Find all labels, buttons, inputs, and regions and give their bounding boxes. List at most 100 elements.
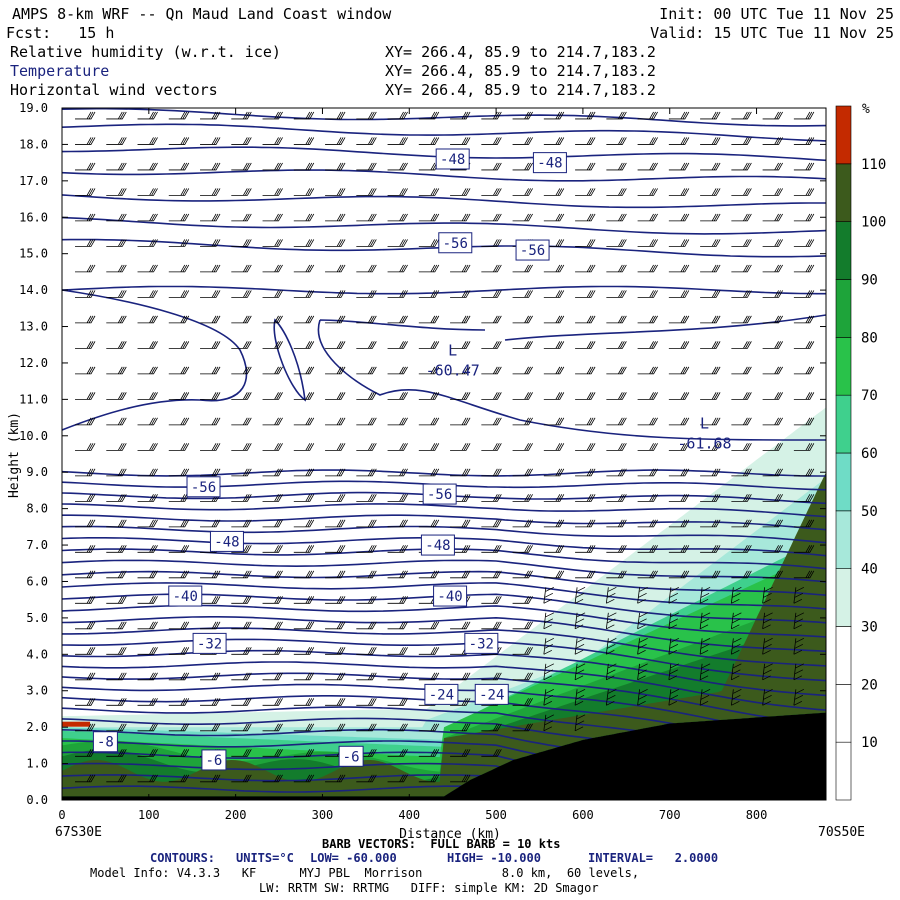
wind-barb [418, 443, 440, 451]
wind-barb [481, 264, 502, 273]
wind-barb [575, 290, 596, 298]
y-tick-label: 6.0 [26, 574, 48, 588]
wind-barb [450, 723, 471, 732]
wind-barb [543, 570, 565, 579]
wind-barb [262, 723, 283, 732]
wind-barb [574, 663, 586, 681]
wind-barb [262, 468, 283, 477]
colorbar-swatch [835, 741, 852, 801]
wind-barb [543, 443, 565, 451]
wind-barb [793, 443, 815, 451]
wind-barb [418, 723, 440, 732]
wind-barb [106, 264, 127, 273]
wind-barb [637, 341, 658, 349]
wind-barb [575, 519, 596, 528]
wind-barb [668, 290, 690, 298]
wind-barb [387, 392, 408, 400]
wind-barb [762, 366, 783, 375]
wind-barb [106, 774, 127, 783]
wind-barb [168, 698, 190, 706]
wind-barb [512, 111, 533, 120]
wind-barb [731, 417, 752, 426]
temp-label-box [92, 731, 118, 753]
wind-barb [668, 637, 680, 655]
wind-barb [387, 366, 408, 375]
wind-barb [481, 162, 502, 171]
temp-label-box [474, 683, 509, 705]
y-tick-label: 2.0 [26, 720, 48, 734]
temp-label-box [464, 632, 499, 654]
temp-label-box [422, 483, 457, 505]
wind-barb [387, 468, 408, 477]
wind-barb [731, 162, 752, 171]
wind-barb [106, 596, 127, 604]
wind-barb [293, 621, 315, 630]
wind-barb [231, 392, 252, 400]
wind-barb [575, 137, 596, 145]
wind-barb [293, 698, 315, 706]
low-value: -60.47 [426, 362, 480, 380]
wind-barb [668, 612, 680, 630]
wind-barb [137, 570, 158, 579]
wind-barb [325, 519, 346, 528]
wind-barb [200, 519, 221, 528]
wind-barb [387, 213, 408, 222]
wind-barb [418, 774, 440, 783]
wind-barb [106, 443, 127, 451]
wind-barb [668, 341, 690, 349]
wind-barb [387, 239, 408, 247]
wind-barb [325, 774, 346, 783]
wind-barb [762, 663, 773, 681]
wind-barb [637, 392, 658, 400]
wind-barb [731, 392, 752, 400]
wind-barb [418, 519, 440, 528]
wind-barb [574, 637, 586, 655]
temp-label-box [338, 745, 364, 767]
wind-barb [231, 698, 252, 706]
wind-barb [450, 213, 471, 222]
wind-barb [793, 315, 815, 324]
wind-barb [356, 392, 377, 400]
colorbar-label: 20 [861, 677, 878, 693]
wind-barb [200, 392, 221, 400]
wind-barb [418, 239, 440, 247]
axes: 0 100 200 300 400 500 600 700 800 0.0 1.0 2.0 3.0 4.0… [19, 101, 827, 822]
wind-barb [512, 188, 533, 196]
wind-barb [606, 494, 627, 502]
wind-barb [137, 188, 158, 196]
wind-barb [356, 570, 377, 579]
wind-barb [481, 392, 502, 400]
wind-barb [731, 213, 752, 222]
wind-barb [418, 290, 440, 298]
wind-barb [200, 672, 221, 681]
temp-isotherm [62, 582, 826, 610]
wind-barb [356, 264, 377, 273]
wind-barb [543, 341, 565, 349]
wind-barb [637, 213, 658, 222]
wind-barb [637, 612, 648, 630]
wind-barb [606, 137, 627, 145]
wind-barb [262, 443, 283, 451]
y-tick-label: 16.0 [19, 210, 48, 224]
wind-barb [231, 596, 252, 604]
wind-barb [668, 586, 680, 604]
wind-barb [231, 162, 252, 171]
wind-barb [481, 596, 502, 604]
temp-label: -32 [469, 636, 494, 652]
wind-barb [106, 545, 127, 553]
wind-barb [262, 672, 283, 681]
wind-barb [450, 366, 471, 375]
wind-barb [668, 162, 690, 171]
wind-barb [700, 111, 721, 120]
wind-barb [106, 239, 127, 247]
wind-barb [293, 239, 315, 247]
wind-barb [200, 162, 221, 171]
wind-barb [793, 366, 815, 375]
wind-barb [668, 111, 690, 120]
wind-barb [637, 137, 658, 145]
wind-barb [605, 663, 617, 681]
wind-barb [512, 468, 533, 477]
wind-barb [106, 341, 127, 349]
wind-barb [700, 366, 721, 375]
wind-barb [418, 188, 440, 196]
